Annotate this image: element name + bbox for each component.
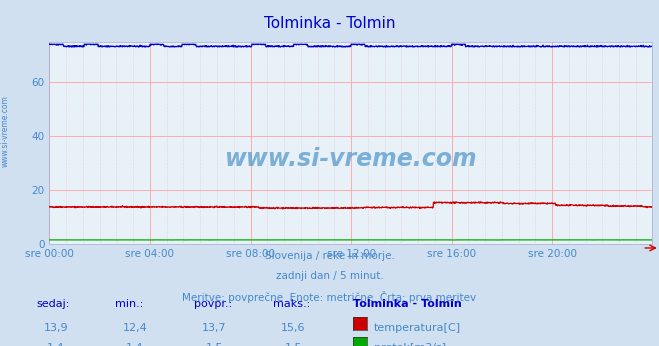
- Text: 12,4: 12,4: [123, 323, 148, 333]
- Text: www.si-vreme.com: www.si-vreme.com: [225, 147, 477, 171]
- Text: 1,4: 1,4: [47, 343, 65, 346]
- Text: 1,5: 1,5: [285, 343, 302, 346]
- Text: 13,9: 13,9: [43, 323, 69, 333]
- Text: pretok[m3/s]: pretok[m3/s]: [374, 343, 445, 346]
- Text: 15,6: 15,6: [281, 323, 306, 333]
- Text: Tolminka - Tolmin: Tolminka - Tolmin: [264, 16, 395, 30]
- Text: temperatura[C]: temperatura[C]: [374, 323, 461, 333]
- Text: 1,5: 1,5: [206, 343, 223, 346]
- Text: Tolminka - Tolmin: Tolminka - Tolmin: [353, 299, 461, 309]
- Text: Slovenija / reke in morje.: Slovenija / reke in morje.: [264, 251, 395, 261]
- Text: povpr.:: povpr.:: [194, 299, 233, 309]
- Text: 13,7: 13,7: [202, 323, 227, 333]
- Text: zadnji dan / 5 minut.: zadnji dan / 5 minut.: [275, 271, 384, 281]
- Text: Meritve: povprečne  Enote: metrične  Črta: prva meritev: Meritve: povprečne Enote: metrične Črta:…: [183, 291, 476, 303]
- Text: www.si-vreme.com: www.si-vreme.com: [1, 95, 10, 167]
- Text: maks.:: maks.:: [273, 299, 311, 309]
- Text: 1,4: 1,4: [127, 343, 144, 346]
- Text: min.:: min.:: [115, 299, 144, 309]
- Text: sedaj:: sedaj:: [36, 299, 70, 309]
